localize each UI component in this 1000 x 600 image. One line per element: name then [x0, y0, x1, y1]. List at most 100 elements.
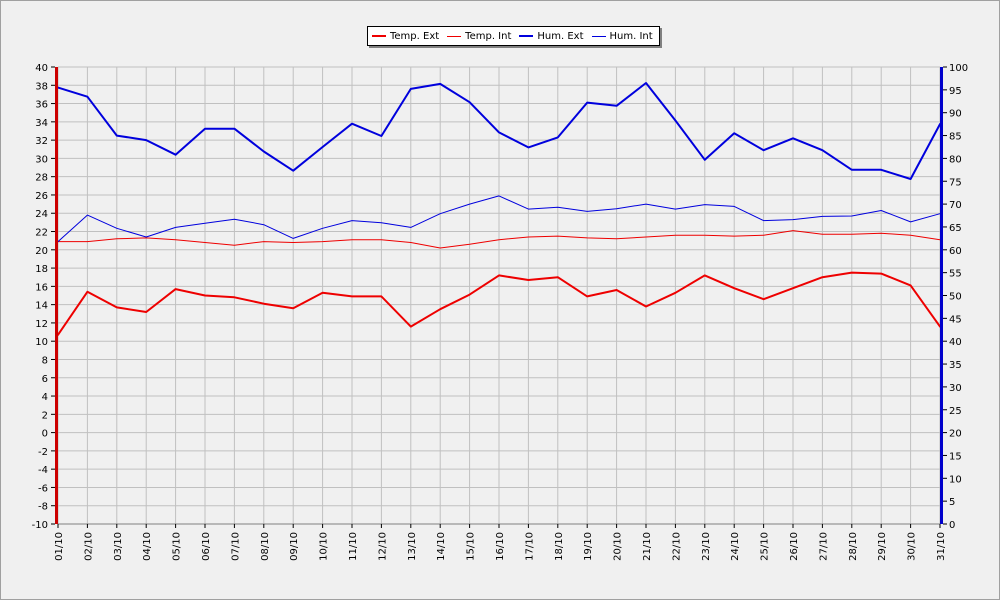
series-line-hum-int	[57, 195, 941, 243]
right-tick-label: 50	[949, 292, 962, 303]
right-tick-label: 75	[949, 177, 962, 188]
x-tick-label: 23/10	[701, 532, 712, 561]
left-tick-label: 34	[35, 118, 48, 129]
x-tick-label: 12/10	[377, 532, 388, 561]
left-tick-label: 2	[42, 410, 48, 421]
legend-label-hum-int: Hum. Int	[609, 30, 653, 42]
x-tick-label: 29/10	[877, 532, 888, 561]
x-tick-label: 16/10	[495, 532, 506, 561]
right-tick-label: 15	[949, 451, 962, 462]
x-tick-label: 22/10	[671, 532, 682, 561]
right-tick-label: 20	[949, 429, 962, 440]
left-tick-label: 28	[35, 173, 48, 184]
right-tick-label: 10	[949, 474, 962, 485]
x-tick-label: 08/10	[260, 532, 271, 561]
left-tick-label: -2	[38, 447, 48, 458]
x-tick-label: 31/10	[936, 532, 947, 561]
series-line-temp-int	[57, 230, 941, 249]
right-tick-label: 95	[949, 86, 962, 97]
x-tick-label: 21/10	[642, 532, 653, 561]
legend-label-temp-int: Temp. Int	[465, 30, 512, 42]
left-tick-label: 4	[42, 392, 48, 403]
left-tick-label: 18	[35, 264, 48, 275]
x-tick-label: 07/10	[230, 532, 241, 561]
legend-swatch-temp-int	[447, 35, 462, 37]
left-tick-label: 26	[35, 191, 48, 202]
left-tick-label: 6	[42, 374, 48, 385]
left-tick-label: 30	[35, 154, 48, 165]
left-tick-label: 36	[35, 100, 48, 111]
left-tick-label: -4	[38, 465, 48, 476]
left-tick-label: 14	[35, 301, 48, 312]
x-tick-label: 05/10	[172, 532, 183, 561]
right-tick-label: 35	[949, 360, 962, 371]
legend-item-temp-int: Temp. Int	[447, 31, 511, 42]
left-tick-label: 20	[35, 246, 48, 257]
right-tick-label: 60	[949, 246, 962, 257]
left-tick-label: 0	[42, 429, 48, 440]
x-tick-label: 13/10	[407, 532, 418, 561]
series-line-temp-ext	[57, 271, 941, 336]
left-tick-label: 10	[35, 337, 48, 348]
x-axis-ticks: 01/10 02/10 03/10 04/10 05/10 06/10 07/10 08/10…	[54, 524, 947, 561]
legend-item-hum-int: Hum. Int	[591, 30, 653, 42]
x-tick-label: 04/10	[142, 532, 153, 561]
left-tick-label: 22	[35, 228, 48, 239]
series-lines	[57, 82, 941, 336]
left-tick-label: -10	[32, 520, 48, 531]
left-tick-label: 38	[35, 81, 48, 92]
right-tick-label: 70	[949, 200, 962, 211]
left-tick-label: 8	[42, 355, 48, 366]
right-tick-label: 80	[949, 154, 962, 165]
x-tick-label: 20/10	[613, 532, 624, 561]
legend-item-hum-ext: Hum. Ext	[519, 30, 584, 42]
left-tick-label: 32	[35, 136, 48, 147]
right-tick-label: 100	[949, 63, 968, 74]
x-tick-label: 03/10	[113, 532, 124, 561]
right-tick-label: 30	[949, 383, 962, 394]
legend: Temp. Ext Temp. Int Hum. Ext Hum. Int	[367, 26, 660, 46]
x-tick-label: 01/10	[54, 532, 65, 561]
x-tick-label: 02/10	[83, 532, 94, 561]
legend-item-temp-ext: Temp. Ext	[372, 31, 439, 42]
left-tick-label: 16	[35, 282, 48, 293]
legend-label-hum-ext: Hum. Ext	[537, 30, 584, 42]
right-tick-label: 65	[949, 223, 962, 234]
x-tick-label: 30/10	[907, 532, 918, 561]
x-tick-label: 09/10	[289, 532, 300, 561]
x-tick-label: 28/10	[848, 532, 859, 561]
right-tick-label: 45	[949, 314, 962, 325]
x-tick-label: 06/10	[201, 532, 212, 561]
legend-swatch-hum-int	[591, 35, 606, 37]
right-tick-label: 40	[949, 337, 962, 348]
right-tick-label: 55	[949, 269, 962, 280]
x-tick-label: 15/10	[466, 532, 477, 561]
right-axis-ticks: 0 5 10 15 20 25 30 35 40 45 50 55 60 65 70 75 80 85 90 95 10…	[949, 63, 968, 531]
right-tick-label: 5	[949, 497, 955, 508]
right-tick-label: 85	[949, 132, 962, 143]
legend-label-temp-ext: Temp. Ext	[390, 30, 440, 42]
left-tick-label: -6	[38, 483, 48, 494]
x-tick-label: 10/10	[319, 532, 330, 561]
x-tick-label: 19/10	[583, 532, 594, 561]
left-axis-ticks: -10-8-6-4-202468101214161820222426283032…	[32, 63, 48, 531]
left-tick-label: -8	[38, 502, 48, 513]
x-tick-label: 18/10	[554, 532, 565, 561]
x-tick-label: 27/10	[818, 532, 829, 561]
right-axis-bar	[940, 67, 943, 524]
right-tick-label: 90	[949, 109, 962, 120]
x-tick-label: 17/10	[524, 532, 535, 561]
left-tick-label: 12	[35, 319, 48, 330]
x-tick-label: 24/10	[730, 532, 741, 561]
legend-swatch-hum-ext	[519, 35, 534, 37]
x-tick-label: 25/10	[760, 532, 771, 561]
x-tick-label: 26/10	[789, 532, 800, 561]
right-tick-label: 0	[949, 520, 955, 531]
x-tick-label: 11/10	[348, 532, 359, 561]
left-axis-bar	[55, 67, 58, 524]
legend-swatch-temp-ext	[372, 35, 386, 37]
right-tick-label: 25	[949, 406, 962, 417]
x-tick-label: 14/10	[436, 532, 447, 561]
left-tick-label: 24	[35, 209, 48, 220]
